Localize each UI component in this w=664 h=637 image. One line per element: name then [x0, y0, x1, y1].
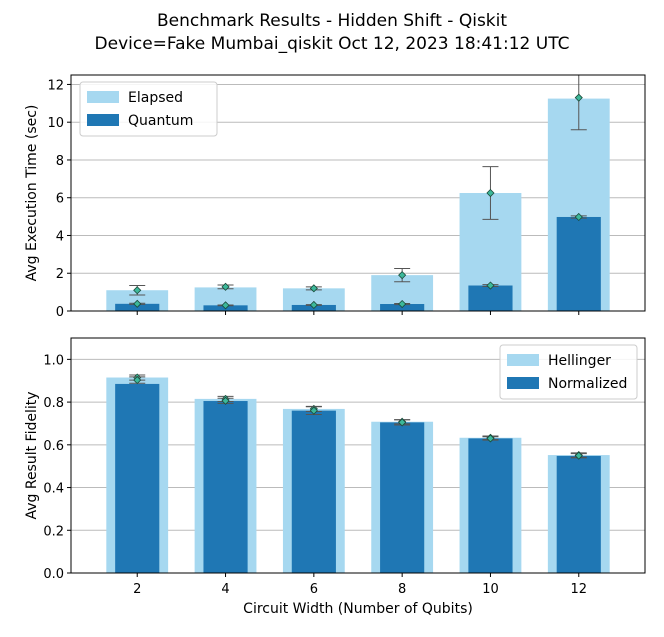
- legend-swatch-quantum: [87, 114, 119, 126]
- bar-elapsed-4: [194, 287, 257, 311]
- bar-normalized-4: [203, 401, 248, 573]
- marker-quantum-4: [221, 301, 230, 310]
- xtick-label-1: 4: [221, 582, 229, 597]
- figure-title-line2: Device=Fake Mumbai_qiskit Oct 12, 2023 1…: [95, 34, 570, 54]
- ytick-label-1: 0.2: [43, 524, 64, 539]
- bar-quantum-12: [556, 216, 601, 311]
- legend-label-normalized: Normalized: [548, 376, 627, 392]
- marker-elapsed-4: [221, 282, 230, 291]
- marker-elapsed-8: [398, 271, 407, 280]
- ytick-label-2: 0.4: [43, 482, 64, 497]
- bar-quantum-10: [468, 285, 513, 311]
- legend-label-quantum: Quantum: [128, 113, 193, 129]
- xtick-label-4: 10: [482, 582, 499, 597]
- marker-quantum-12: [574, 212, 583, 222]
- marker-normalized-8: [398, 418, 407, 427]
- marker-quantum-6: [309, 300, 318, 310]
- y-axis-label: Avg Execution Time (sec): [24, 105, 40, 282]
- legend: Hellinger Normalized: [499, 344, 638, 400]
- plot-frame: [70, 74, 646, 312]
- ytick-label-6: 12: [47, 78, 64, 93]
- result-fidelity-panel: 0.0 0.2 0.4 0.6 0.8 1.0 2 4 6 8 10 12 Avg Result Fid…: [24, 337, 646, 617]
- y-axis-label: Avg Result Fidelity: [24, 391, 40, 519]
- bar-normalized-2: [115, 383, 160, 573]
- bar-normalized-10: [468, 438, 513, 573]
- x-axis-label: Circuit Width (Number of Qubits): [243, 601, 473, 617]
- legend-label-elapsed: Elapsed: [128, 90, 183, 106]
- plot-frame: [70, 337, 646, 574]
- marker-normalized-10: [486, 434, 495, 443]
- ytick-label-2: 4: [56, 229, 64, 244]
- ytick-label-0: 0: [56, 305, 64, 320]
- xtick-label-5: 12: [570, 582, 587, 597]
- figure-title-line1: Benchmark Results - Hidden Shift - Qiski…: [157, 11, 507, 31]
- legend-swatch-elapsed: [87, 91, 119, 103]
- bar-normalized-6: [291, 410, 336, 573]
- ytick-label-4: 0.8: [43, 396, 64, 411]
- marker-quantum-10: [486, 281, 495, 290]
- legend-label-hellinger: Hellinger: [548, 353, 611, 369]
- xtick-label-2: 6: [310, 582, 318, 597]
- errorbar-elapsed-12: [570, 75, 587, 131]
- marker-normalized-12: [574, 451, 583, 460]
- ytick-label-0: 0.0: [43, 567, 64, 582]
- xtick-label-3: 8: [398, 582, 406, 597]
- marker-elapsed-2: [133, 286, 142, 295]
- ytick-label-3: 6: [56, 192, 64, 207]
- marker-normalized-2: [133, 376, 142, 385]
- bar-normalized-8: [380, 422, 425, 573]
- marker-quantum-2: [133, 299, 142, 308]
- execution-time-panel: 0 2 4 6 8 10 12 Avg Execution Time (sec) Elapsed…: [24, 74, 646, 320]
- xtick-label-0: 2: [133, 582, 141, 597]
- marker-elapsed-12: [574, 93, 583, 102]
- bar-normalized-12: [556, 455, 601, 573]
- legend-swatch-normalized: [507, 377, 539, 389]
- ytick-label-3: 0.6: [43, 439, 64, 454]
- marker-elapsed-10: [486, 188, 495, 198]
- marker-elapsed-6: [309, 284, 318, 293]
- ytick-label-5: 1.0: [43, 353, 64, 368]
- ytick-label-1: 2: [56, 267, 64, 282]
- ytick-label-5: 10: [47, 116, 64, 131]
- marker-quantum-8: [398, 299, 407, 309]
- marker-normalized-4: [221, 396, 230, 405]
- ytick-label-4: 8: [56, 154, 64, 169]
- legend-swatch-hellinger: [507, 354, 539, 366]
- marker-normalized-6: [309, 406, 318, 415]
- legend: Elapsed Quantum: [79, 81, 218, 137]
